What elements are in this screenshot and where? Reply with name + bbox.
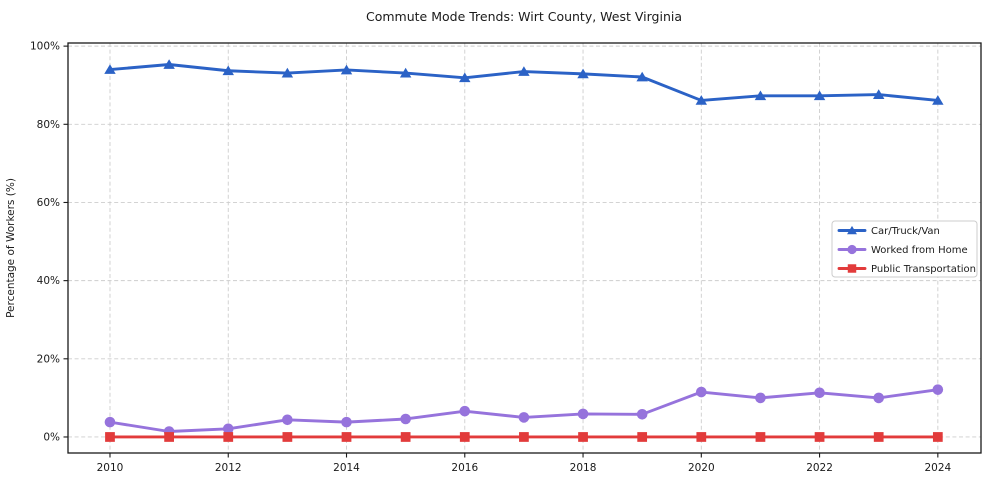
data-point-marker-worked-from-home [222,423,234,435]
data-point-marker-car-truck-van [340,64,353,75]
data-point-marker-public-transportation [105,432,115,442]
data-point-marker-public-transportation [519,432,529,442]
data-point-marker-public-transportation [341,432,352,442]
x-tick-label: 2020 [688,462,715,474]
axis-layer: 2010 2012 2014 2016 2018 2020 2022 2024 0% 20% 40%… [30,41,982,474]
series-car-truck-van [104,59,944,105]
data-point-marker-car-truck-van [813,90,826,101]
y-tick-label: 80% [37,119,60,131]
legend-label: Car/Truck/Van [871,226,940,237]
data-point-marker-worked-from-home [873,392,885,404]
data-point-marker-car-truck-van [695,95,708,105]
data-point-marker-worked-from-home [814,387,825,399]
plot-frame [67,42,982,454]
data-point-marker-car-truck-van [281,67,294,78]
data-point-marker-car-truck-van [104,64,116,74]
series-worked-from-home [104,384,944,437]
data-point-marker-worked-from-home [400,413,411,425]
data-point-marker-car-truck-van [754,90,767,101]
data-point-marker-worked-from-home [104,416,116,428]
legend-item-car-truck-van: Car/Truck/Van [837,225,940,237]
data-point-marker-public-transportation [459,432,470,442]
data-point-marker-car-truck-van [459,72,471,83]
legend-marker-square [847,264,857,273]
data-point-marker-car-truck-van [636,71,648,82]
series-line-worked-from-home [108,388,940,433]
legend-label: Worked from Home [871,245,968,256]
data-point-marker-worked-from-home [696,386,707,398]
data-point-marker-car-truck-van [932,95,944,105]
x-tick-label: 2024 [924,462,951,474]
x-tick-label: 2022 [806,462,833,474]
x-tick-label: 2016 [451,462,478,474]
data-point-marker-car-truck-van [222,65,234,76]
data-point-marker-car-truck-van [163,59,175,69]
x-tick-label: 2014 [333,462,360,474]
data-point-marker-worked-from-home [636,409,648,420]
data-point-marker-worked-from-home [518,412,530,423]
data-point-marker-public-transportation [932,432,943,442]
y-tick-label: 0% [43,432,60,444]
legend: Car/Truck/Van Worked from Home Public Tran… [831,220,978,278]
x-tick-label: 2018 [570,462,597,474]
legend-item-worked-from-home: Worked from Home [837,244,968,256]
data-point-marker-worked-from-home [577,408,589,420]
y-tick-label: 60% [37,197,60,209]
data-point-marker-public-transportation [696,432,707,442]
data-point-marker-car-truck-van [518,66,530,76]
data-point-marker-public-transportation [814,432,825,442]
data-point-marker-worked-from-home [282,414,293,426]
data-point-marker-public-transportation [873,432,884,442]
y-axis-label: Percentage of Workers (%) [5,178,17,318]
data-point-marker-public-transportation [578,432,588,442]
y-tick-label: 40% [37,275,60,287]
chart-title: Commute Mode Trends: Wirt County, West V… [366,9,682,24]
legend-marker-circle [847,244,857,255]
legend-item-public-transportation: Public Transportation [837,264,976,275]
series-layer [104,59,944,442]
data-point-marker-car-truck-van [399,67,412,78]
y-tick-label: 100% [30,41,60,53]
data-point-marker-public-transportation [400,432,411,442]
x-tick-label: 2012 [215,462,242,474]
data-point-marker-public-transportation [637,432,648,442]
series-public-transportation [105,432,943,442]
legend-label: Public Transportation [871,264,976,275]
data-point-marker-public-transportation [755,432,766,442]
data-point-marker-public-transportation [223,432,234,442]
x-tick-label: 2010 [97,462,124,474]
y-tick-label: 20% [37,353,60,365]
data-point-marker-worked-from-home [341,416,352,428]
data-point-marker-worked-from-home [755,392,766,404]
data-point-marker-public-transportation [164,432,174,442]
legend-box [831,220,978,278]
legend-marker-triangle-up [847,225,857,235]
data-point-marker-worked-from-home [932,384,944,395]
data-point-marker-worked-from-home [459,405,471,417]
data-point-marker-car-truck-van [872,89,885,99]
data-point-marker-car-truck-van [577,68,589,79]
data-point-marker-public-transportation [282,432,293,442]
